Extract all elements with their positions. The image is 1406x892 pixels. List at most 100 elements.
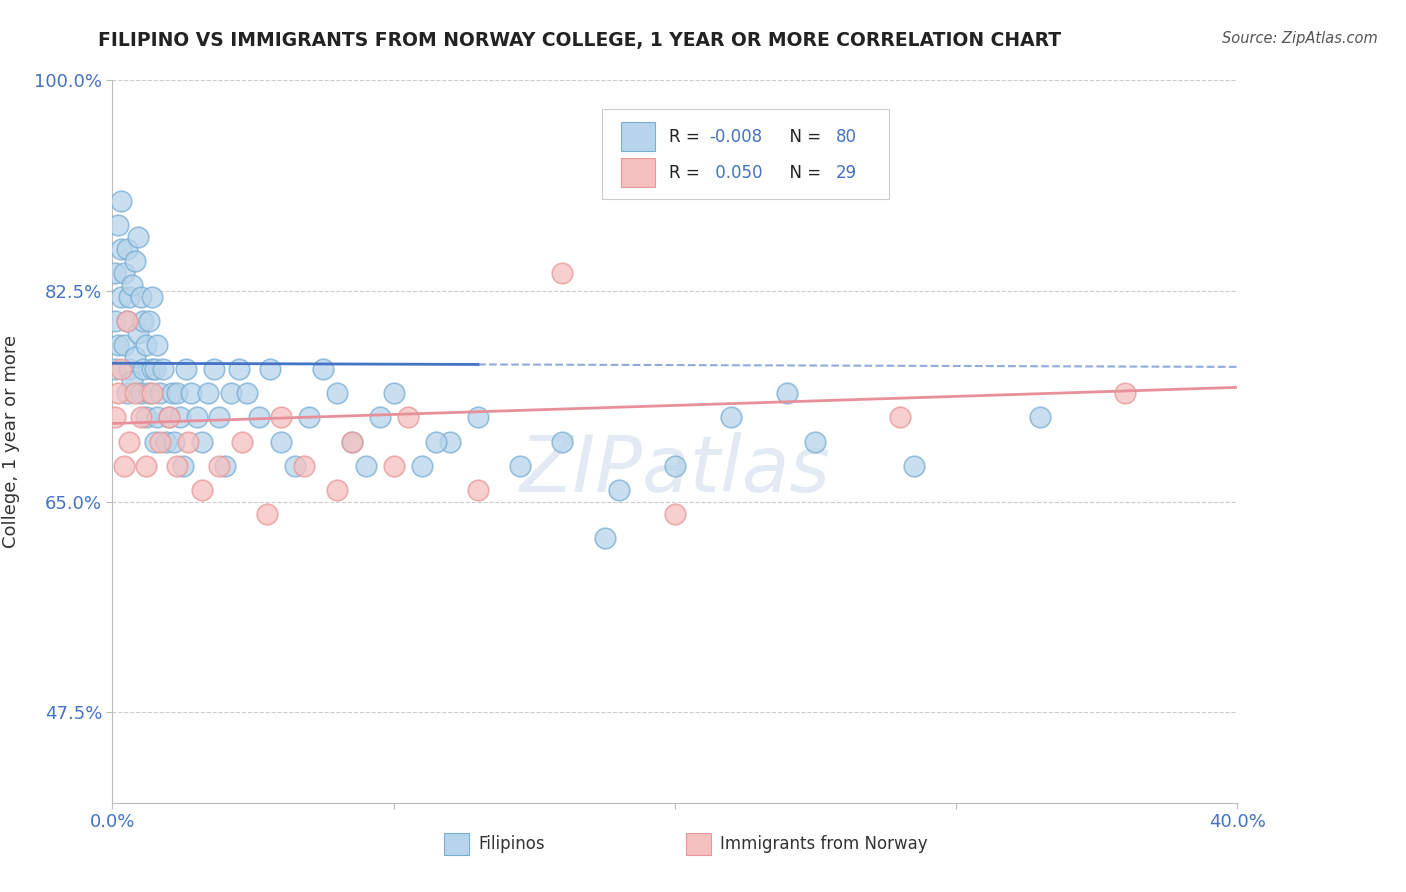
Point xyxy=(593,531,616,545)
Point xyxy=(664,458,686,473)
Point xyxy=(1029,410,1052,425)
Point xyxy=(104,362,127,376)
Point xyxy=(776,386,799,401)
Point xyxy=(180,386,202,401)
FancyBboxPatch shape xyxy=(444,833,470,855)
Text: Immigrants from Norway: Immigrants from Norway xyxy=(720,835,928,853)
Point xyxy=(804,434,827,449)
Point xyxy=(292,458,315,473)
Point xyxy=(270,434,292,449)
FancyBboxPatch shape xyxy=(621,122,655,151)
Point xyxy=(112,338,135,352)
Point xyxy=(174,362,197,376)
Point xyxy=(132,314,155,328)
Point xyxy=(467,410,489,425)
Point xyxy=(141,386,163,401)
Point xyxy=(121,277,143,292)
Point xyxy=(247,410,270,425)
Point xyxy=(149,386,172,401)
Point xyxy=(107,338,129,352)
Point xyxy=(129,386,152,401)
Point xyxy=(411,458,433,473)
Point xyxy=(326,386,349,401)
Point xyxy=(326,483,349,497)
Point xyxy=(202,362,225,376)
Point xyxy=(135,410,157,425)
Point xyxy=(720,410,742,425)
Text: R =: R = xyxy=(669,128,706,145)
Point xyxy=(138,314,160,328)
Text: R =: R = xyxy=(669,164,706,182)
Point xyxy=(115,314,138,328)
Y-axis label: College, 1 year or more: College, 1 year or more xyxy=(3,335,20,548)
Text: N =: N = xyxy=(779,128,827,145)
Point xyxy=(155,434,177,449)
Point xyxy=(439,434,461,449)
Point xyxy=(191,483,214,497)
Point xyxy=(141,362,163,376)
Point xyxy=(312,362,335,376)
Point xyxy=(127,326,149,340)
Point xyxy=(110,194,132,208)
Point xyxy=(425,434,447,449)
Point xyxy=(382,386,405,401)
Point xyxy=(208,458,231,473)
Point xyxy=(177,434,200,449)
Point xyxy=(143,434,166,449)
Point xyxy=(143,362,166,376)
Text: ZIPatlas: ZIPatlas xyxy=(519,433,831,508)
Point xyxy=(118,362,141,376)
Point xyxy=(135,458,157,473)
Point xyxy=(166,458,188,473)
Point xyxy=(1114,386,1136,401)
Point xyxy=(104,314,127,328)
Point xyxy=(124,253,146,268)
Point xyxy=(197,386,219,401)
Point xyxy=(236,386,259,401)
Point xyxy=(340,434,363,449)
Point xyxy=(107,386,129,401)
Point xyxy=(112,458,135,473)
Point xyxy=(166,386,188,401)
Point xyxy=(107,218,129,232)
Point xyxy=(115,314,138,328)
Text: 0.050: 0.050 xyxy=(710,164,762,182)
Text: N =: N = xyxy=(779,164,827,182)
Point xyxy=(298,410,321,425)
Point xyxy=(110,362,132,376)
Point xyxy=(163,434,186,449)
Point xyxy=(104,410,127,425)
Text: -0.008: -0.008 xyxy=(710,128,763,145)
Point xyxy=(354,458,377,473)
Point xyxy=(110,290,132,304)
Point xyxy=(104,266,127,280)
Point xyxy=(110,242,132,256)
Point xyxy=(396,410,419,425)
Point xyxy=(146,410,169,425)
Text: Source: ZipAtlas.com: Source: ZipAtlas.com xyxy=(1222,31,1378,46)
Point xyxy=(208,410,231,425)
FancyBboxPatch shape xyxy=(686,833,711,855)
Point xyxy=(129,410,152,425)
Point xyxy=(121,374,143,388)
Point xyxy=(664,507,686,521)
Point xyxy=(231,434,253,449)
Point xyxy=(129,290,152,304)
Point xyxy=(284,458,307,473)
Point xyxy=(368,410,391,425)
Point xyxy=(112,266,135,280)
Point xyxy=(889,410,911,425)
Text: Filipinos: Filipinos xyxy=(478,835,544,853)
Point xyxy=(551,434,574,449)
Point xyxy=(115,386,138,401)
Point xyxy=(467,483,489,497)
Point xyxy=(219,386,242,401)
Point xyxy=(270,410,292,425)
Point xyxy=(124,350,146,364)
Point xyxy=(149,434,172,449)
Point xyxy=(157,410,180,425)
Point xyxy=(127,229,149,244)
Point xyxy=(256,507,278,521)
Point xyxy=(551,266,574,280)
Point xyxy=(607,483,630,497)
